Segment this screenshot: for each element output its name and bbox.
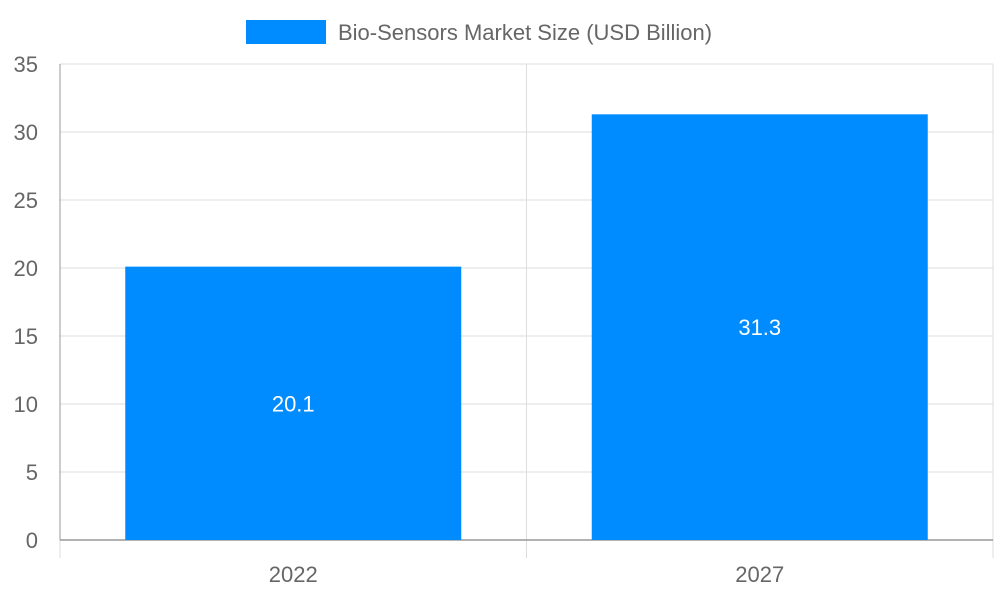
bar-value-label: 31.3 [738,315,781,340]
y-tick-label: 5 [26,460,38,485]
legend: Bio-Sensors Market Size (USD Billion) [246,20,712,45]
data-labels: 20.1 31.3 [272,315,781,416]
y-tick-label: 20 [14,256,38,281]
x-tick-label: 2022 [269,562,318,587]
y-tick-label: 30 [14,120,38,145]
y-tick-label: 0 [26,528,38,553]
bar-value-label: 20.1 [272,391,315,416]
bar-2027 [591,114,928,540]
y-tick-label: 25 [14,188,38,213]
bars [125,114,928,540]
legend-label: Bio-Sensors Market Size (USD Billion) [338,20,712,45]
y-tick-label: 15 [14,324,38,349]
y-tick-label: 35 [14,52,38,77]
y-tick-label: 10 [14,392,38,417]
x-tick-label: 2027 [735,562,784,587]
legend-swatch [246,20,326,44]
bar-2022 [125,266,462,540]
